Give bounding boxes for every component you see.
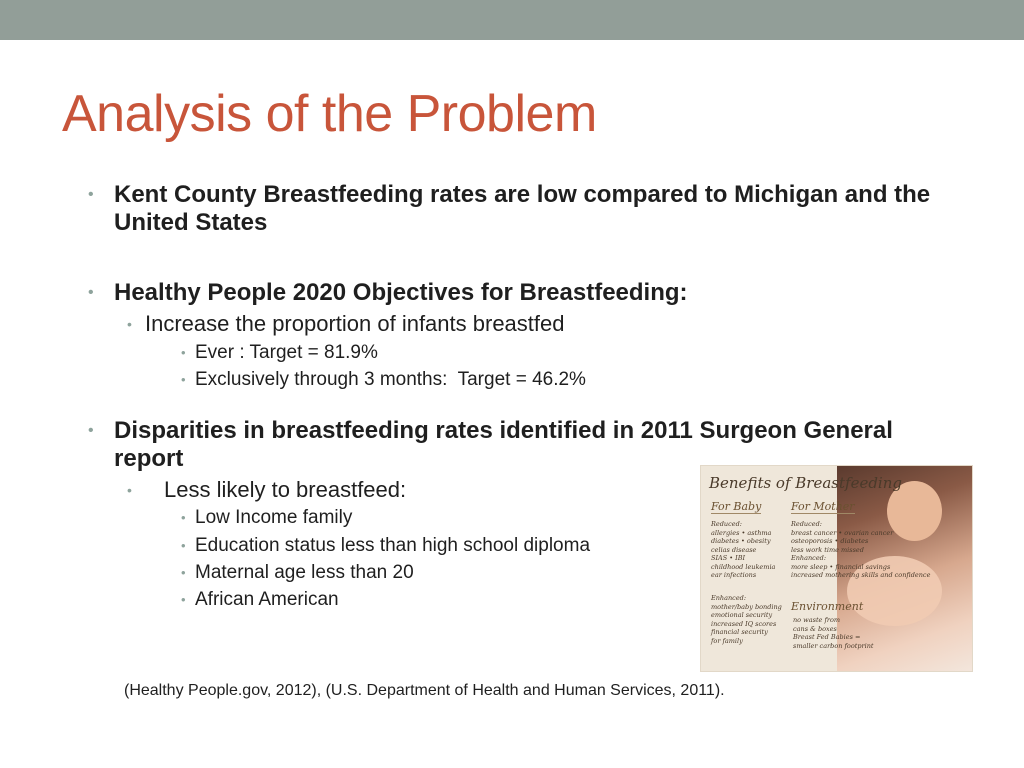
bullet-text: Healthy People 2020 Objectives for Breas… — [114, 279, 688, 306]
bullet-kent-county: • Kent County Breastfeeding rates are lo… — [88, 181, 938, 237]
bullet-dot: • — [181, 538, 186, 553]
for-baby-heading: For Baby — [711, 500, 762, 514]
baby-enhanced-list: Enhanced: mother/baby bonding emotional … — [711, 594, 782, 645]
slide-title: Analysis of the Problem — [62, 85, 597, 143]
for-mother-heading: For Mother — [791, 500, 855, 514]
bullet-dot: • — [181, 592, 186, 607]
sub-sub-bullet-low-income: • Low Income family — [181, 506, 352, 530]
citation: (Healthy People.gov, 2012), (U.S. Depart… — [124, 682, 725, 699]
bullet-text: Disparities in breastfeeding rates ident… — [114, 417, 893, 472]
bullet-text: African American — [195, 589, 339, 610]
bullet-dot: • — [181, 345, 186, 360]
top-bar — [0, 0, 1024, 40]
sub-sub-bullet-ever-target: • Ever : Target = 81.9% — [181, 341, 378, 365]
mother-and-baby-photo — [837, 466, 972, 671]
bullet-text: Education status less than high school d… — [195, 535, 591, 556]
environment-list: no waste from cans & boxes Breast Fed Ba… — [793, 616, 874, 650]
sub-sub-bullet-exclusive-target: • Exclusively through 3 months: Target =… — [181, 368, 586, 392]
bullet-text: Kent County Breastfeeding rates are low … — [114, 181, 931, 236]
bullet-text: Maternal age less than 20 — [195, 562, 414, 583]
bullet-text: Low Income family — [195, 507, 353, 528]
bullet-healthy-people: • Healthy People 2020 Objectives for Bre… — [88, 279, 938, 307]
bullet-text: Exclusively through 3 months: Target = 4… — [195, 369, 586, 390]
environment-heading: Environment — [791, 600, 864, 613]
sub-sub-bullet-maternal-age: • Maternal age less than 20 — [181, 561, 414, 585]
mother-benefits-list: Reduced: breast cancer • ovarian cancer … — [791, 520, 931, 579]
sub-bullet-increase-proportion: • Increase the proportion of infants bre… — [127, 311, 564, 337]
sub-sub-bullet-education: • Education status less than high school… — [181, 534, 590, 558]
bullet-text: Less likely to breastfeed: — [164, 477, 407, 502]
benefits-of-breastfeeding-image: Benefits of Breastfeeding For Baby For M… — [700, 465, 973, 672]
image-title: Benefits of Breastfeeding — [709, 474, 902, 492]
bullet-dot: • — [88, 422, 94, 439]
bullet-disparities: • Disparities in breastfeeding rates ide… — [88, 417, 938, 473]
bullet-dot: • — [181, 565, 186, 580]
bullet-dot: • — [127, 482, 132, 498]
sub-bullet-less-likely: • Less likely to breastfeed: — [127, 477, 406, 503]
bullet-text: Ever : Target = 81.9% — [195, 342, 378, 363]
bullet-text: Increase the proportion of infants breas… — [145, 311, 565, 336]
bullet-dot: • — [127, 316, 132, 332]
sub-sub-bullet-african-american: • African American — [181, 588, 339, 612]
bullet-dot: • — [88, 186, 94, 203]
bullet-dot: • — [181, 372, 186, 387]
bullet-dot: • — [181, 510, 186, 525]
baby-benefits-list: Reduced: allergies • asthma diabetes • o… — [711, 520, 776, 579]
bullet-dot: • — [88, 284, 94, 301]
